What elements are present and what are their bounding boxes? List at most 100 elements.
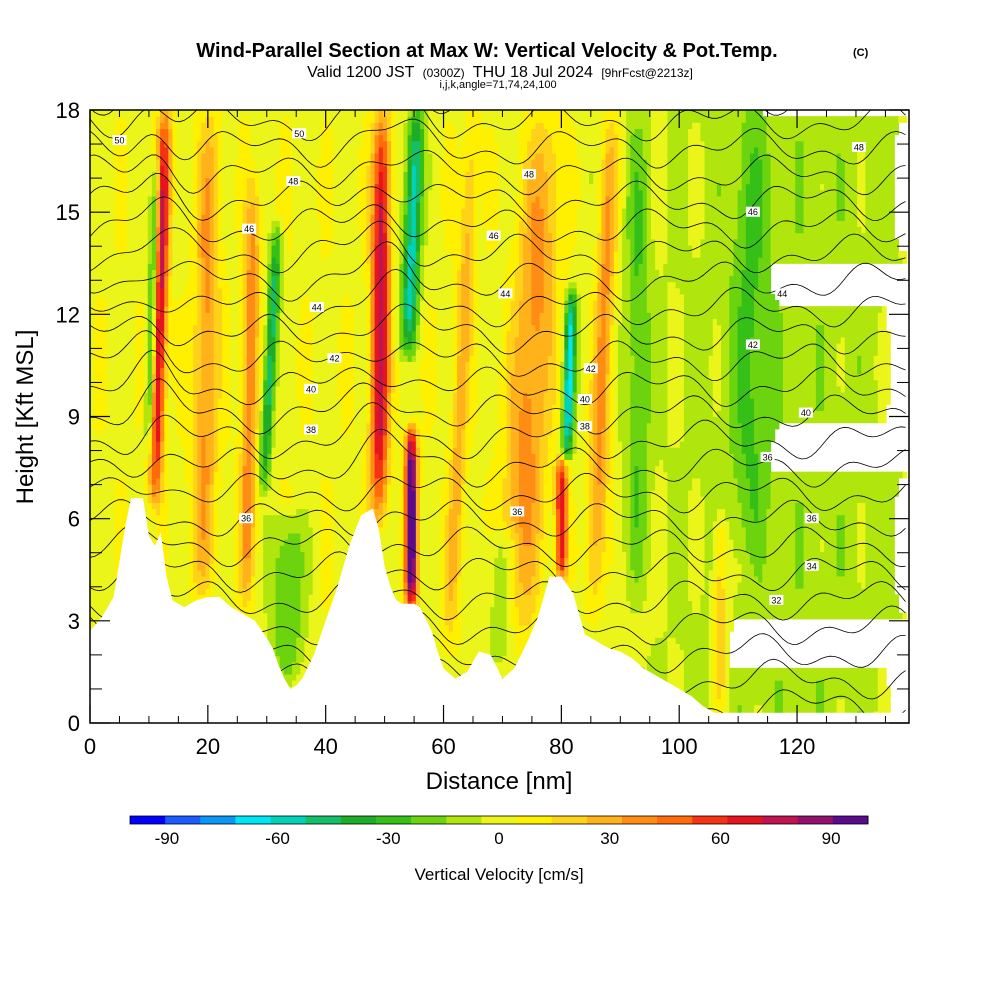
velocity-cell: [601, 508, 607, 516]
velocity-cell: [815, 692, 825, 700]
velocity-cell: [242, 250, 248, 258]
velocity-cell: [366, 483, 372, 491]
velocity-cell: [259, 447, 264, 454]
velocity-cell: [300, 594, 310, 601]
velocity-cell: [147, 250, 153, 258]
velocity-cell: [151, 428, 157, 436]
velocity-cell: [403, 269, 409, 277]
velocity-cell: [518, 508, 532, 516]
velocity-cell: [865, 563, 895, 571]
velocity-cell: [366, 287, 372, 295]
velocity-cell: [564, 434, 570, 442]
velocity-cell: [589, 532, 594, 540]
velocity-cell: [729, 349, 739, 356]
velocity-cell: [729, 336, 739, 344]
velocity-cell: [254, 410, 260, 418]
velocity-cell: [824, 686, 879, 693]
velocity-cell: [209, 490, 215, 497]
velocity-cell: [90, 398, 95, 405]
velocity-cell: [609, 250, 615, 258]
velocity-cell: [415, 293, 421, 301]
velocity-cell: [209, 514, 215, 522]
velocity-cell: [741, 704, 755, 712]
velocity-cell: [407, 422, 417, 430]
velocity-cell: [399, 293, 405, 301]
velocity-cell: [209, 539, 215, 546]
velocity-cell: [667, 367, 685, 375]
velocity-cell: [518, 441, 532, 448]
velocity-cell: [609, 385, 615, 393]
velocity-cell: [246, 600, 256, 608]
velocity-cell: [250, 471, 256, 479]
velocity-cell: [758, 465, 772, 473]
velocity-cell: [568, 532, 578, 540]
velocity-cell: [469, 306, 475, 313]
velocity-cell: [254, 318, 260, 326]
velocity-cell: [90, 336, 95, 344]
velocity-cell: [712, 551, 718, 559]
velocity-cell: [147, 367, 153, 375]
velocity-cell: [263, 373, 268, 381]
velocity-cell: [518, 551, 537, 559]
velocity-cell: [584, 520, 590, 528]
velocity-cell: [754, 569, 763, 577]
velocity-cell: [275, 361, 281, 369]
velocity-cell: [667, 655, 685, 663]
velocity-cell: [572, 373, 578, 381]
velocity-cell: [308, 300, 343, 307]
velocity-cell: [824, 539, 838, 546]
velocity-cell: [407, 281, 413, 289]
velocity-cell: [613, 532, 623, 540]
velocity-cell: [168, 342, 194, 350]
velocity-cell: [172, 391, 194, 399]
velocity-cell: [510, 483, 520, 491]
velocity-cell: [683, 434, 730, 442]
velocity-cell: [411, 441, 417, 448]
velocity-cell: [419, 471, 425, 479]
velocity-cell: [646, 502, 652, 510]
velocity-cell: [201, 434, 207, 442]
velocity-cell: [729, 447, 743, 454]
velocity-cell: [415, 324, 421, 332]
velocity-cell: [655, 483, 669, 491]
velocity-cell: [815, 391, 825, 399]
velocity-cell: [770, 471, 904, 479]
velocity-cell: [605, 588, 627, 595]
velocity-cell: [213, 483, 223, 491]
velocity-cell: [267, 275, 273, 283]
velocity-cell: [609, 422, 615, 430]
velocity-cell: [551, 545, 557, 552]
velocity-cell: [403, 471, 409, 479]
velocity-cell: [461, 434, 466, 442]
velocity-cell: [712, 349, 722, 356]
velocity-cell: [844, 698, 879, 706]
velocity-cell: [263, 594, 277, 601]
velocity-cell: [572, 342, 578, 350]
velocity-cell: [366, 422, 372, 430]
velocity-cell: [564, 318, 570, 326]
velocity-cell: [815, 379, 825, 387]
velocity-cell: [461, 312, 471, 320]
velocity-cell: [151, 349, 157, 356]
velocity-cell: [155, 257, 161, 264]
velocity-cell: [564, 496, 570, 503]
velocity-cell: [473, 428, 499, 436]
velocity-cell: [366, 349, 372, 356]
velocity-cell: [655, 257, 669, 264]
velocity-cell: [386, 336, 392, 344]
velocity-cell: [197, 287, 202, 295]
velocity-cell: [267, 612, 277, 620]
velocity-cell: [531, 257, 545, 264]
velocity-cell: [617, 281, 623, 289]
velocity-cell: [844, 336, 879, 344]
valid-time-date: THU 18 Jul 2024: [473, 64, 593, 81]
velocity-cell: [754, 422, 780, 430]
velocity-cell: [201, 447, 207, 454]
velocity-cell: [246, 269, 256, 277]
velocity-cell: [523, 263, 532, 270]
velocity-cell: [164, 459, 169, 467]
velocity-cell: [436, 318, 454, 326]
velocity-cell: [556, 318, 561, 326]
velocity-cell: [90, 404, 95, 411]
velocity-cell: [114, 490, 128, 497]
